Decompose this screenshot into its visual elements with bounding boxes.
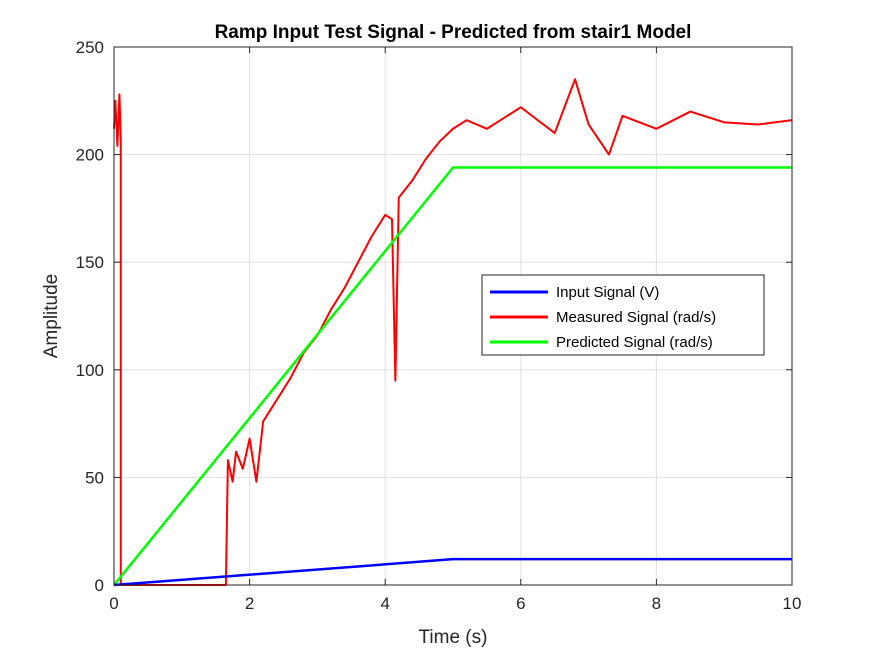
plot-frame — [113, 46, 793, 586]
predicted-signal-line — [113, 166, 792, 586]
y-tick-label: 150 — [76, 253, 104, 272]
y-tick-label: 50 — [85, 468, 104, 487]
series-lines — [113, 78, 793, 587]
x-axis-label: Time (s) — [419, 627, 488, 648]
y-tick-label: 100 — [76, 361, 104, 380]
legend-predicted-signal-label: Predicted Signal (rad/s) — [556, 334, 713, 351]
y-tick-label: 250 — [76, 38, 104, 57]
x-tick-label: 2 — [245, 594, 254, 613]
legend: Input Signal (V) Measured Signal (rad/s) P… — [481, 274, 765, 356]
x-tick-label: 10 — [783, 594, 802, 613]
legend-measured-signal-label: Measured Signal (rad/s) — [556, 309, 716, 326]
input-signal-line — [113, 557, 792, 587]
x-tick-label: 8 — [652, 594, 661, 613]
y-tick-label: 0 — [95, 576, 104, 595]
y-axis-label: Amplitude — [41, 274, 62, 359]
chart-title: Ramp Input Test Signal - Predicted from … — [215, 22, 692, 43]
y-tick-label: 200 — [76, 146, 104, 165]
x-tick-label: 6 — [516, 594, 525, 613]
measured-signal-line — [113, 78, 793, 586]
x-tick-label: 0 — [109, 594, 118, 613]
x-tick-label: 4 — [380, 594, 389, 613]
legend-input-signal-label: Input Signal (V) — [556, 284, 659, 301]
